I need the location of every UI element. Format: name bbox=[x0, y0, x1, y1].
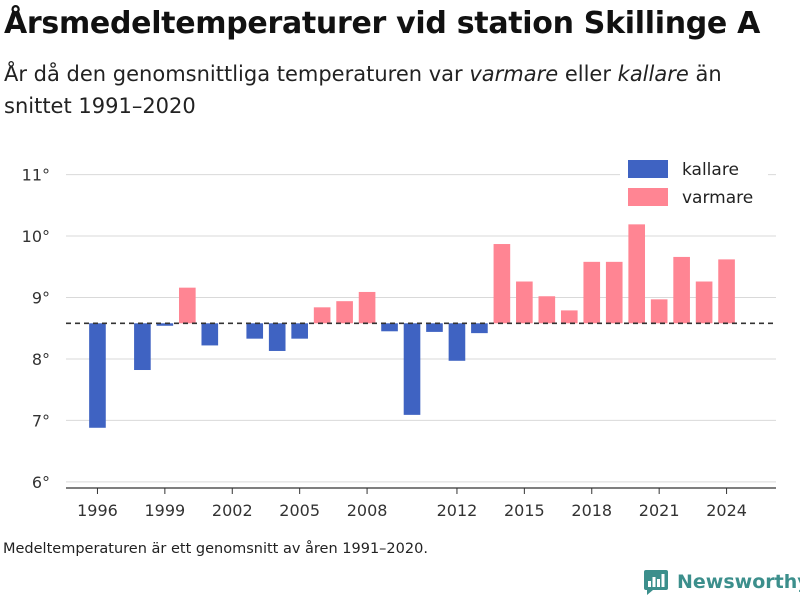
subtitle-cold-word: kallare bbox=[617, 62, 689, 86]
bar-varmare bbox=[336, 301, 353, 324]
y-tick-label: 6° bbox=[32, 473, 50, 492]
bar-varmare bbox=[695, 281, 713, 324]
x-tick-label: 2021 bbox=[639, 501, 680, 520]
bar-varmare bbox=[358, 291, 376, 324]
x-tick-label: 1996 bbox=[77, 501, 118, 520]
bar-kallare bbox=[471, 323, 488, 334]
bar-varmare bbox=[628, 224, 646, 324]
bar-varmare bbox=[718, 259, 735, 324]
legend-label-kallare: kallare bbox=[682, 160, 739, 180]
bar-kallare bbox=[403, 323, 421, 415]
subtitle-warm-word: varmare bbox=[469, 62, 559, 86]
legend-swatch-varmare bbox=[628, 188, 668, 206]
bar-varmare bbox=[538, 296, 556, 324]
subtitle-text: År då den genomsnittliga temperaturen va… bbox=[4, 62, 470, 86]
y-tick-label: 7° bbox=[32, 411, 50, 430]
bar-kallare bbox=[246, 323, 264, 339]
bar-kallare bbox=[134, 323, 151, 371]
y-tick-label: 8° bbox=[32, 350, 50, 369]
legend-swatch-kallare bbox=[628, 160, 668, 178]
bar-varmare bbox=[516, 281, 533, 324]
bar-varmare bbox=[583, 261, 601, 324]
bar-varmare bbox=[650, 299, 668, 324]
bar-kallare bbox=[156, 323, 174, 326]
y-tick-label: 11° bbox=[22, 166, 50, 185]
chart-subtitle: År då den genomsnittliga temperaturen va… bbox=[4, 58, 794, 122]
bar-kallare bbox=[448, 323, 466, 361]
subtitle-text: än snittet 1991–2020 bbox=[4, 62, 722, 118]
x-tick-label: 2002 bbox=[212, 501, 253, 520]
legend-label-varmare: varmare bbox=[682, 188, 753, 208]
chart-title: Årsmedeltemperaturer vid station Skillin… bbox=[4, 6, 761, 41]
bar-kallare bbox=[426, 323, 443, 332]
bar-varmare bbox=[313, 307, 331, 324]
subtitle-text: eller bbox=[558, 62, 618, 86]
y-tick-label: 9° bbox=[32, 288, 50, 307]
x-tick-label: 1999 bbox=[145, 501, 186, 520]
bar-varmare bbox=[179, 287, 196, 324]
x-tick-label: 2008 bbox=[347, 501, 388, 520]
x-tick-label: 2015 bbox=[504, 501, 545, 520]
footnote: Medeltemperaturen är ett genomsnitt av å… bbox=[3, 541, 428, 557]
bar-kallare bbox=[291, 323, 308, 339]
bar-varmare bbox=[493, 244, 511, 324]
x-tick-label: 2024 bbox=[706, 501, 747, 520]
newsworthy-logo-icon bbox=[644, 570, 668, 595]
x-tick-label: 2018 bbox=[571, 501, 612, 520]
bar-kallare bbox=[201, 323, 219, 346]
bar-kallare bbox=[89, 323, 106, 428]
bar-varmare bbox=[673, 256, 690, 324]
brand-logo[interactable]: Newsworthy bbox=[643, 568, 800, 596]
x-tick-label: 2005 bbox=[279, 501, 320, 520]
y-tick-label: 10° bbox=[22, 227, 50, 246]
bar-varmare bbox=[560, 310, 578, 324]
bar-kallare bbox=[268, 323, 286, 351]
x-tick-label: 2012 bbox=[437, 501, 478, 520]
bar-varmare bbox=[605, 261, 623, 324]
brand-name: Newsworthy bbox=[677, 571, 800, 593]
bar-kallare bbox=[381, 323, 398, 332]
